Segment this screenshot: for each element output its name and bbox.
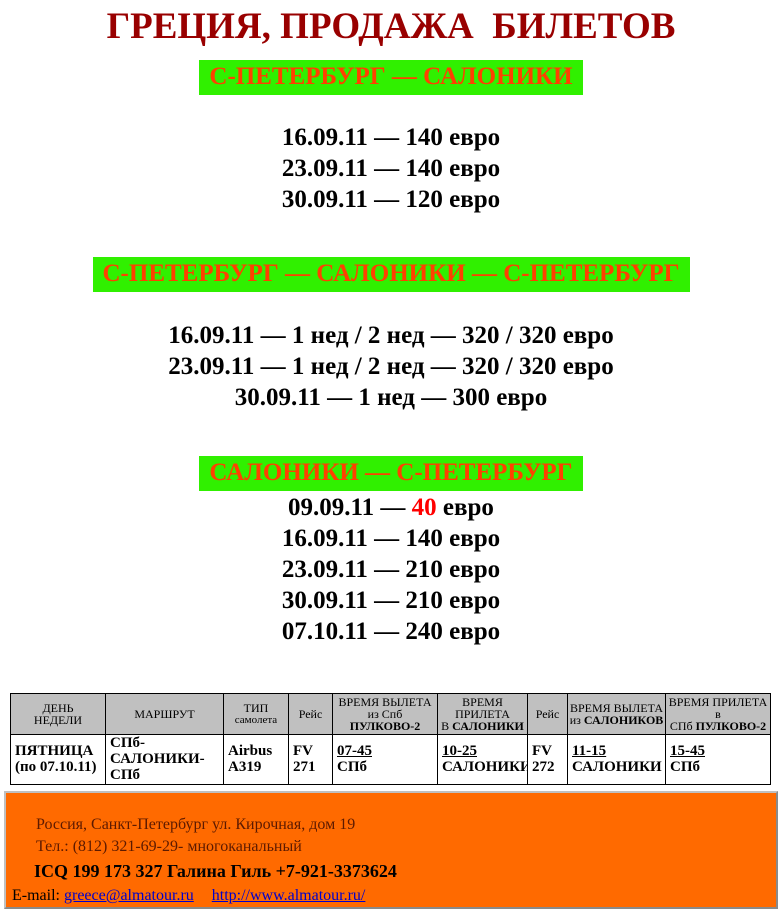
price-line: 16.09.11 — 140 евро <box>281 124 501 151</box>
table-data-row: ПЯТНИЦА (по 07.10.11) СПб- САЛОНИКИ- СПб… <box>10 734 771 785</box>
section-saloniki-spb: САЛОНИКИ — С-ПЕТЕРБУРГ 09.09.11 — 40 евр… <box>0 456 782 647</box>
address-line: Россия, Санкт-Петербург ул. Кирочная, до… <box>36 816 356 833</box>
col-header-departure-saloniki: ВРЕМЯ ВЫЛЕТА из САЛОНИКОВ <box>567 693 666 735</box>
col-header-departure-spb: ВРЕМЯ ВЫЛЕТА из Спб ПУЛКОВО-2 <box>332 693 438 735</box>
email-line: E-mail: greece@almatour.ru http://www.al… <box>12 885 776 906</box>
price-line: 30.09.11 — 120 евро <box>281 186 501 213</box>
price-line: 07.10.11 — 240 евро <box>281 618 501 645</box>
cell-flight-2: FV 272 <box>527 734 568 785</box>
section-spb-saloniki: С-ПЕТЕРБУРГ — САЛОНИКИ 16.09.11 — 140 ев… <box>0 60 782 215</box>
email-link[interactable]: greece@almatour.ru <box>63 887 194 904</box>
col-header-flight-1: Рейс <box>288 693 333 735</box>
cell-arrival-saloniki: 10-25 САЛОНИКИ <box>437 734 528 785</box>
cell-departure-saloniki: 11-15 САЛОНИКИ <box>567 734 666 785</box>
cell-route: СПб- САЛОНИКИ- СПб <box>105 734 224 785</box>
icq-contact-line: ICQ 199 173 327 Галина Гиль +7-921-33736… <box>34 861 397 881</box>
col-header-route: МАРШРУТ <box>105 693 224 735</box>
price-line-highlighted: 09.09.11 — 40 евро <box>288 494 494 521</box>
website-link[interactable]: http://www.almatour.ru/ <box>211 887 366 904</box>
flight-schedule-table: ДЕНЬ НЕДЕЛИ МАРШРУТ ТИП самолета Рейс ВР… <box>10 693 771 785</box>
cell-departure-spb: 07-45 СПб <box>332 734 438 785</box>
price-list: 09.09.11 — 40 евро 16.09.11 — 140 евро 2… <box>0 492 782 647</box>
price-list: 16.09.11 — 140 евро 23.09.11 — 140 евро … <box>0 122 782 215</box>
col-header-arrival-spb: ВРЕМЯ ПРИЛЕТА в СПб ПУЛКОВО-2 <box>665 693 771 735</box>
section-spb-saloniki-spb: С-ПЕТЕРБУРГ — САЛОНИКИ — С-ПЕТЕРБУРГ 16.… <box>0 257 782 413</box>
col-header-day: ДЕНЬ НЕДЕЛИ <box>10 693 106 735</box>
table-header-row: ДЕНЬ НЕДЕЛИ МАРШРУТ ТИП самолета Рейс ВР… <box>10 693 771 735</box>
route-banner-spb-saloniki-spb: С-ПЕТЕРБУРГ — САЛОНИКИ — С-ПЕТЕРБУРГ <box>92 257 690 292</box>
page-title: ГРЕЦИЯ, ПРОДАЖА БИЛЕТОВ <box>106 6 676 47</box>
price-line: 23.09.11 — 140 евро <box>281 155 501 182</box>
price-line: 16.09.11 — 140 евро <box>281 525 501 552</box>
price-line: 30.09.11 — 1 нед — 300 евро <box>234 384 548 411</box>
price-line: 23.09.11 — 1 нед / 2 нед — 320 / 320 евр… <box>168 353 614 380</box>
cell-flight-1: FV 271 <box>288 734 333 785</box>
col-header-aircraft: ТИП самолета <box>223 693 289 735</box>
price-line: 16.09.11 — 1 нед / 2 нед — 320 / 320 евр… <box>168 322 614 349</box>
price-line: 30.09.11 — 210 евро <box>281 587 501 614</box>
route-banner-saloniki-spb: САЛОНИКИ — С-ПЕТЕРБУРГ <box>199 456 583 491</box>
cell-aircraft: Airbus A319 <box>223 734 289 785</box>
col-header-flight-2: Рейс <box>527 693 568 735</box>
cell-day: ПЯТНИЦА (по 07.10.11) <box>10 734 106 785</box>
contact-footer: Россия, Санкт-Петербург ул. Кирочная, до… <box>4 791 778 909</box>
phone-line: Тел.: (812) 321-69-29- многоканальный <box>36 838 302 855</box>
col-header-arrival-saloniki: ВРЕМЯ ПРИЛЕТА В САЛОНИКИ <box>437 693 528 735</box>
cell-arrival-spb: 15-45 СПб <box>665 734 771 785</box>
highlighted-price: 40 <box>411 494 437 521</box>
email-label: E-mail: <box>12 887 60 904</box>
price-line: 23.09.11 — 210 евро <box>281 556 501 583</box>
price-list: 16.09.11 — 1 нед / 2 нед — 320 / 320 евр… <box>0 320 782 413</box>
route-banner-spb-saloniki: С-ПЕТЕРБУРГ — САЛОНИКИ <box>199 60 583 95</box>
